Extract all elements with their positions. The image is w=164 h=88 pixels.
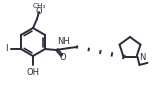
Text: O: O xyxy=(59,53,66,62)
Text: OH: OH xyxy=(27,68,40,77)
Text: N: N xyxy=(139,53,146,62)
Text: O: O xyxy=(35,7,42,17)
Text: ···: ··· xyxy=(121,53,127,59)
Text: CH₃: CH₃ xyxy=(32,3,46,9)
Text: NH: NH xyxy=(57,37,70,45)
Text: I: I xyxy=(5,44,8,53)
